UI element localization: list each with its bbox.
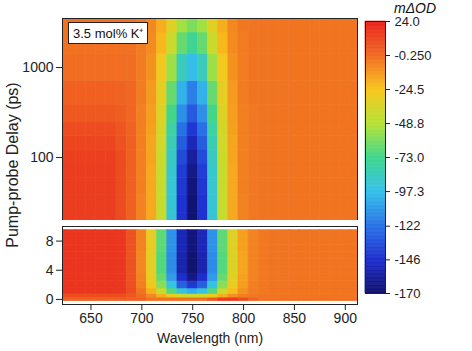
svg-text:4: 4: [46, 262, 54, 278]
svg-text:-122: -122: [395, 218, 421, 233]
svg-text:-73.0: -73.0: [395, 150, 425, 165]
html-text:3.5 mol% K⁺: 3.5 mol% K⁺: [73, 26, 144, 41]
svg-text:1000: 1000: [22, 59, 53, 75]
svg-text:-0.250: -0.250: [395, 48, 432, 63]
svg-text:750: 750: [181, 310, 205, 326]
svg-text:0: 0: [46, 291, 54, 307]
svg-text:-48.8: -48.8: [395, 116, 425, 131]
svg-text:24.0: 24.0: [394, 13, 420, 29]
svg-text:850: 850: [283, 310, 307, 326]
html-text:Pump-probe Delay (ps): Pump-probe Delay (ps): [4, 82, 21, 248]
svg-text:Wavelength (nm): Wavelength (nm): [157, 330, 263, 346]
svg-text:100: 100: [30, 149, 54, 165]
svg-text:-170: -170: [395, 286, 421, 301]
svg-text:-146: -146: [395, 252, 421, 267]
svg-text:-97.3: -97.3: [395, 184, 425, 199]
svg-text:8: 8: [46, 233, 54, 249]
html-text:mΔOD: mΔOD: [394, 0, 437, 16]
svg-text:800: 800: [232, 310, 256, 326]
svg-text:650: 650: [79, 310, 103, 326]
svg-text:900: 900: [334, 310, 358, 326]
svg-text:700: 700: [130, 310, 154, 326]
svg-text:-24.5: -24.5: [395, 82, 425, 97]
